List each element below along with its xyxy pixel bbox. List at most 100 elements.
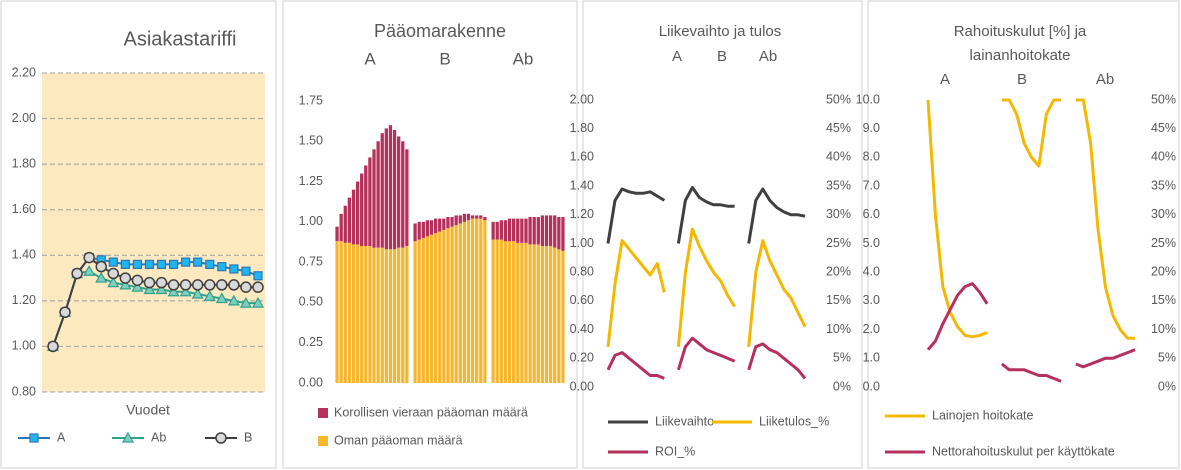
bar-segment <box>343 205 347 243</box>
bar-segment <box>458 223 462 383</box>
bar-segment <box>507 241 512 383</box>
bar-segment <box>347 242 352 383</box>
marker <box>241 266 251 276</box>
bar-segment <box>516 242 520 383</box>
y-tick-label: 1.0 <box>863 351 880 365</box>
marker <box>107 267 120 280</box>
bar-segment <box>557 249 561 383</box>
marker <box>205 259 215 269</box>
marker <box>95 260 107 273</box>
bar-segment <box>544 215 549 247</box>
legend-label: B <box>244 430 252 444</box>
y-tick-label: 0.80 <box>570 264 594 278</box>
bar-segment <box>512 241 516 383</box>
bar-segment <box>429 234 434 383</box>
bar-segment <box>413 223 417 242</box>
bar-segment <box>397 247 401 383</box>
group-label: B <box>439 49 450 68</box>
bar-segment <box>388 125 393 250</box>
bar-segment <box>438 231 442 383</box>
bar-segment <box>561 217 565 251</box>
bar-segment <box>507 218 512 242</box>
marker <box>71 267 83 280</box>
y-tick-label: 3.0 <box>863 293 880 307</box>
y-tick-label: 0.00 <box>570 379 594 393</box>
marker <box>181 257 191 267</box>
marker <box>107 276 120 288</box>
bar-segment <box>503 220 508 242</box>
y-tick-label: 0.40 <box>570 322 594 336</box>
y-tick-label: 2.00 <box>570 92 594 106</box>
y2-tick-label: 0% <box>1158 379 1176 393</box>
y2-tick-label: 0% <box>833 379 851 393</box>
bar-segment <box>475 215 479 219</box>
x-axis-label: Vuodet <box>126 402 170 418</box>
y2-tick-label: 25% <box>826 236 851 250</box>
bar-segment <box>425 236 430 383</box>
bar-segment <box>458 215 462 224</box>
y-tick-label: 0.00 <box>299 375 323 389</box>
marker <box>167 279 180 291</box>
marker <box>143 276 156 289</box>
bar-segment <box>479 218 483 383</box>
bar-segment <box>433 233 438 383</box>
bar-segment <box>421 221 425 238</box>
group-label: Ab <box>513 49 534 68</box>
bar-segment <box>405 149 409 247</box>
y-tick-label: 2.20 <box>12 65 36 79</box>
y-tick-label: 1.40 <box>570 178 594 192</box>
marker <box>119 272 132 284</box>
marker <box>59 306 71 318</box>
bar-segment <box>355 244 360 383</box>
plot-background <box>42 73 265 392</box>
bar-segment <box>392 130 397 250</box>
series-line <box>926 98 1135 340</box>
y2-tick-label: 35% <box>826 178 851 192</box>
marker <box>144 259 155 269</box>
y2-tick-label: 10% <box>826 322 851 336</box>
y2-tick-label: 30% <box>1151 207 1176 221</box>
bar-segment <box>438 218 442 232</box>
bar-segment <box>454 215 458 226</box>
marker <box>204 279 216 291</box>
y-tick-label: 1.75 <box>299 93 323 107</box>
bar-segment <box>388 249 393 383</box>
bar-segment <box>351 189 356 245</box>
marker <box>83 251 95 264</box>
bar-segment <box>421 237 425 383</box>
y-tick-label: 2.0 <box>863 322 880 336</box>
y-tick-label: 1.00 <box>12 339 36 353</box>
marker <box>83 265 96 276</box>
marker <box>179 285 192 297</box>
y-tick-label: 0.0 <box>863 379 880 393</box>
bar-segment <box>401 141 405 248</box>
legend-label: Lainojen hoitokate <box>932 408 1034 422</box>
y-tick-label: 1.25 <box>299 174 323 188</box>
legend-label: Liiketulos_% <box>759 414 829 428</box>
marker <box>217 262 227 272</box>
group-label: B <box>1017 71 1027 88</box>
y2-tick-label: 35% <box>1151 178 1176 192</box>
bar-segment <box>512 218 516 242</box>
bar-segment <box>524 242 528 383</box>
y-tick-label: 4.0 <box>863 264 880 278</box>
bar-segment <box>524 218 528 243</box>
bar-segment <box>499 220 503 240</box>
bar-segment <box>335 241 339 383</box>
y2-tick-label: 45% <box>1151 121 1176 135</box>
y-tick-label: 0.80 <box>12 384 36 398</box>
y2-tick-label: 5% <box>833 351 851 365</box>
series-line <box>606 227 807 347</box>
group-label: A <box>672 48 682 65</box>
y-tick-label: 7.0 <box>863 178 880 192</box>
bar-segment <box>343 242 347 383</box>
marker <box>229 264 239 274</box>
y2-tick-label: 50% <box>826 92 851 106</box>
marker <box>193 257 203 267</box>
y-tick-label: 0.75 <box>299 254 323 268</box>
y2-tick-label: 15% <box>826 293 851 307</box>
y2-tick-label: 30% <box>826 207 851 221</box>
bar-segment <box>466 213 471 221</box>
bar-segment <box>364 246 368 383</box>
